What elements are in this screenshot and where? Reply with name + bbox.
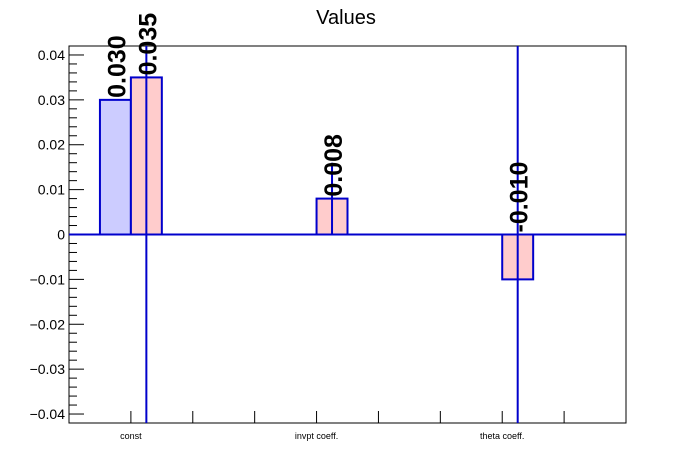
data-labels: 0.030 0.035 0.008 -0.010 xyxy=(103,13,533,233)
y-tick-label: −0.03 xyxy=(30,361,66,377)
y-tick-label: 0.02 xyxy=(38,137,65,153)
x-tick-label: const xyxy=(120,431,142,441)
y-tick-label: 0.01 xyxy=(38,182,65,198)
y-tick-label: −0.01 xyxy=(30,271,66,287)
x-tick-label: theta coeff. xyxy=(480,431,524,441)
bars xyxy=(98,76,535,281)
x-tick-label: invpt coeff. xyxy=(295,431,338,441)
data-label: -0.010 xyxy=(506,162,534,233)
y-tick-label: −0.02 xyxy=(30,316,66,332)
chart-title: Values xyxy=(316,7,376,29)
x-axis: const invpt coeff. theta coeff. xyxy=(120,411,565,441)
error-bars xyxy=(145,46,519,423)
data-label: 0.030 xyxy=(103,35,131,98)
data-label: 0.008 xyxy=(320,134,348,197)
y-tick-label: 0 xyxy=(57,227,65,243)
y-tick-label: −0.04 xyxy=(30,406,66,422)
data-label: 0.035 xyxy=(134,13,162,76)
bar xyxy=(98,98,132,236)
y-tick-label: 0.03 xyxy=(38,92,65,108)
y-tick-label: 0.04 xyxy=(38,47,65,63)
